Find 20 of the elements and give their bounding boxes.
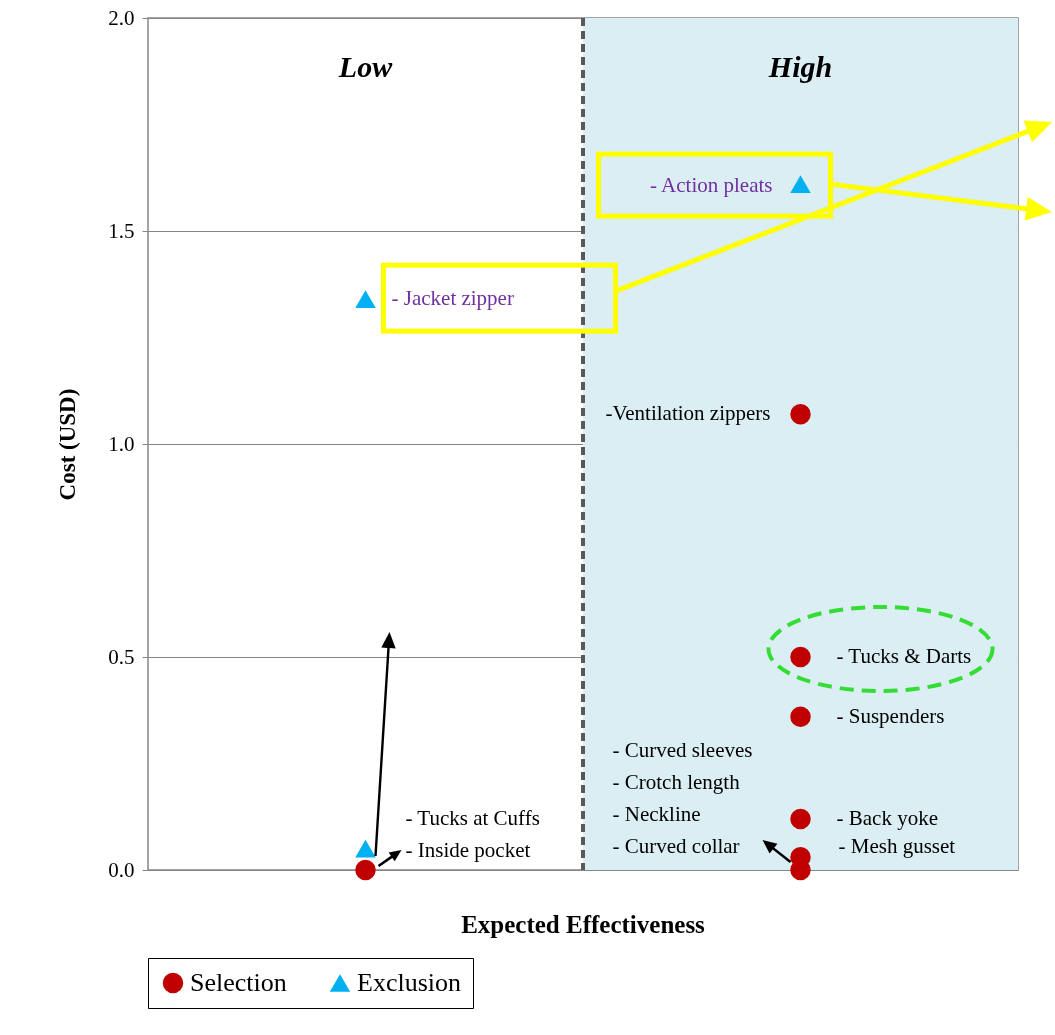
annotation: - Curved sleeves - Crotch length - Neckline - Curved collar — [612, 738, 753, 858]
annotation: - Back yoke — [836, 805, 938, 830]
y-tick-label: 0.0 — [108, 857, 135, 882]
annotation: - Mesh gusset — [838, 834, 956, 859]
y-tick-label: 1.0 — [108, 431, 135, 456]
annotation: - Tucks & Darts — [836, 644, 972, 668]
y-tick-label: 1.5 — [108, 218, 135, 243]
x-tick-label: Low — [337, 50, 394, 83]
legend-label: Exclusion — [357, 968, 461, 997]
x-axis-title: Expected Effectiveness — [461, 911, 706, 938]
annotation: - Tucks at Cuffs - Inside pocket — [405, 806, 540, 862]
x-tick-label: High — [767, 50, 833, 83]
annotation: - Action pleats — [650, 173, 773, 198]
annotation: -Ventilation zippers — [605, 401, 771, 426]
y-tick-label: 0.5 — [108, 644, 135, 669]
annotation: - Suspenders — [836, 703, 945, 728]
legend-label: Selection — [190, 968, 287, 997]
y-tick-label: 2.0 — [108, 5, 135, 30]
annotation: - Jacket zipper — [391, 286, 514, 311]
y-axis-title: Cost (USD) — [55, 388, 81, 501]
